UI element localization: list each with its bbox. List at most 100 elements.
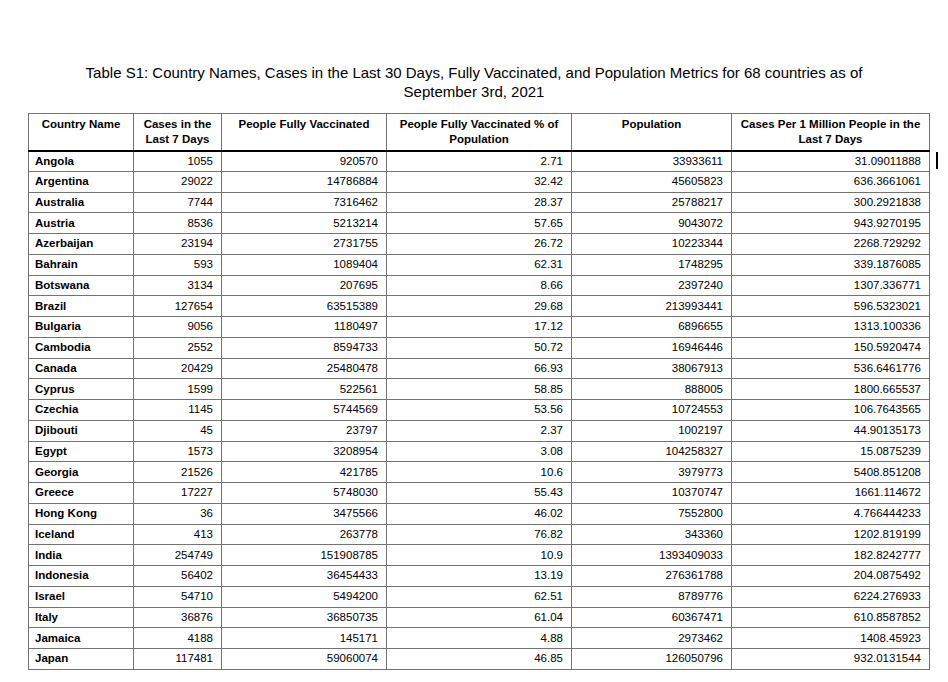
value-cell: 536.6461776 <box>732 358 930 379</box>
value-cell: 1180497 <box>222 317 387 338</box>
value-cell: 20429 <box>134 358 222 379</box>
column-header-vaccinated-percent: People Fully Vaccinated % of Population <box>387 114 572 151</box>
value-cell: 943.9270195 <box>732 213 930 234</box>
value-cell: 63515389 <box>222 296 387 317</box>
value-cell: 1661.114672 <box>732 483 930 504</box>
country-name-cell: Angola <box>29 151 134 172</box>
value-cell: 55.43 <box>387 483 572 504</box>
value-cell: 62.31 <box>387 254 572 275</box>
value-cell: 10370747 <box>572 483 732 504</box>
value-cell: 8536 <box>134 213 222 234</box>
table-row: Djibouti45237972.37100219744.90135173 <box>29 420 930 441</box>
value-cell: 33933611 <box>572 151 732 172</box>
value-cell: 8594733 <box>222 337 387 358</box>
value-cell: 2973462 <box>572 628 732 649</box>
value-cell: 14786884 <box>222 171 387 192</box>
value-cell: 53.56 <box>387 400 572 421</box>
value-cell: 25788217 <box>572 192 732 213</box>
value-cell: 276361788 <box>572 566 732 587</box>
country-name-cell: Argentina <box>29 171 134 192</box>
value-cell: 117481 <box>134 649 222 670</box>
value-cell: 888005 <box>572 379 732 400</box>
value-cell: 13.19 <box>387 566 572 587</box>
value-cell: 145171 <box>222 628 387 649</box>
country-name-cell: Israel <box>29 586 134 607</box>
value-cell: 4.88 <box>387 628 572 649</box>
value-cell: 204.0875492 <box>732 566 930 587</box>
value-cell: 36 <box>134 503 222 524</box>
value-cell: 920570 <box>222 151 387 172</box>
table-row: Indonesia564023645443313.19276361788204.… <box>29 566 930 587</box>
value-cell: 4.766444233 <box>732 503 930 524</box>
value-cell: 1089404 <box>222 254 387 275</box>
value-cell: 10.9 <box>387 545 572 566</box>
value-cell: 36454433 <box>222 566 387 587</box>
value-cell: 8789776 <box>572 586 732 607</box>
value-cell: 6224.276933 <box>732 586 930 607</box>
value-cell: 2731755 <box>222 234 387 255</box>
value-cell: 62.51 <box>387 586 572 607</box>
value-cell: 1408.45923 <box>732 628 930 649</box>
value-cell: 76.82 <box>387 524 572 545</box>
value-cell: 3475566 <box>222 503 387 524</box>
value-cell: 522561 <box>222 379 387 400</box>
value-cell: 254749 <box>134 545 222 566</box>
value-cell: 636.3661061 <box>732 171 930 192</box>
value-cell: 3979773 <box>572 462 732 483</box>
country-name-cell: Brazil <box>29 296 134 317</box>
country-name-cell: Cambodia <box>29 337 134 358</box>
country-name-cell: Jamaica <box>29 628 134 649</box>
country-name-cell: Bahrain <box>29 254 134 275</box>
value-cell: 1748295 <box>572 254 732 275</box>
table-row: Australia7744731646228.3725788217300.292… <box>29 192 930 213</box>
value-cell: 182.8242777 <box>732 545 930 566</box>
value-cell: 45605823 <box>572 171 732 192</box>
value-cell: 7744 <box>134 192 222 213</box>
table-row: Egypt157332089543.0810425832715.0875239 <box>29 441 930 462</box>
value-cell: 2397240 <box>572 275 732 296</box>
value-cell: 3134 <box>134 275 222 296</box>
table-row: Bulgaria9056118049717.1268966551313.1003… <box>29 317 930 338</box>
value-cell: 207695 <box>222 275 387 296</box>
country-name-cell: Bulgaria <box>29 317 134 338</box>
value-cell: 5744569 <box>222 400 387 421</box>
value-cell: 16946446 <box>572 337 732 358</box>
value-cell: 1055 <box>134 151 222 172</box>
value-cell: 46.02 <box>387 503 572 524</box>
value-cell: 60367471 <box>572 607 732 628</box>
table-row: Iceland41326377876.823433601202.819199 <box>29 524 930 545</box>
value-cell: 3.08 <box>387 441 572 462</box>
value-cell: 3208954 <box>222 441 387 462</box>
table-row: Greece17227574803055.43103707471661.1146… <box>29 483 930 504</box>
value-cell: 45 <box>134 420 222 441</box>
country-name-cell: Indonesia <box>29 566 134 587</box>
country-name-cell: Greece <box>29 483 134 504</box>
column-header-cases-per-million: Cases Per 1 Million People in the Last 7… <box>732 114 930 151</box>
country-name-cell: Iceland <box>29 524 134 545</box>
value-cell: 9056 <box>134 317 222 338</box>
table-caption-line2: September 3rd, 2021 <box>24 82 924 101</box>
value-cell: 36876 <box>134 607 222 628</box>
value-cell: 59060074 <box>222 649 387 670</box>
country-name-cell: Hong Kong <box>29 503 134 524</box>
value-cell: 127654 <box>134 296 222 317</box>
value-cell: 5494200 <box>222 586 387 607</box>
value-cell: 9043072 <box>572 213 732 234</box>
table-row: Argentina290221478688432.4245605823636.3… <box>29 171 930 192</box>
value-cell: 7552800 <box>572 503 732 524</box>
value-cell: 38067913 <box>572 358 732 379</box>
country-name-cell: India <box>29 545 134 566</box>
table-header-row: Country Name Cases in the Last 7 Days Pe… <box>29 114 930 151</box>
column-header-country-name: Country Name <box>29 114 134 151</box>
value-cell: 343360 <box>572 524 732 545</box>
value-cell: 10724553 <box>572 400 732 421</box>
country-name-cell: Canada <box>29 358 134 379</box>
value-cell: 596.5323021 <box>732 296 930 317</box>
value-cell: 23194 <box>134 234 222 255</box>
value-cell: 26.72 <box>387 234 572 255</box>
table-row: Angola10559205702.713393361131.09011888 <box>29 151 930 172</box>
table-row: Jamaica41881451714.8829734621408.45923 <box>29 628 930 649</box>
value-cell: 50.72 <box>387 337 572 358</box>
value-cell: 6896655 <box>572 317 732 338</box>
value-cell: 23797 <box>222 420 387 441</box>
